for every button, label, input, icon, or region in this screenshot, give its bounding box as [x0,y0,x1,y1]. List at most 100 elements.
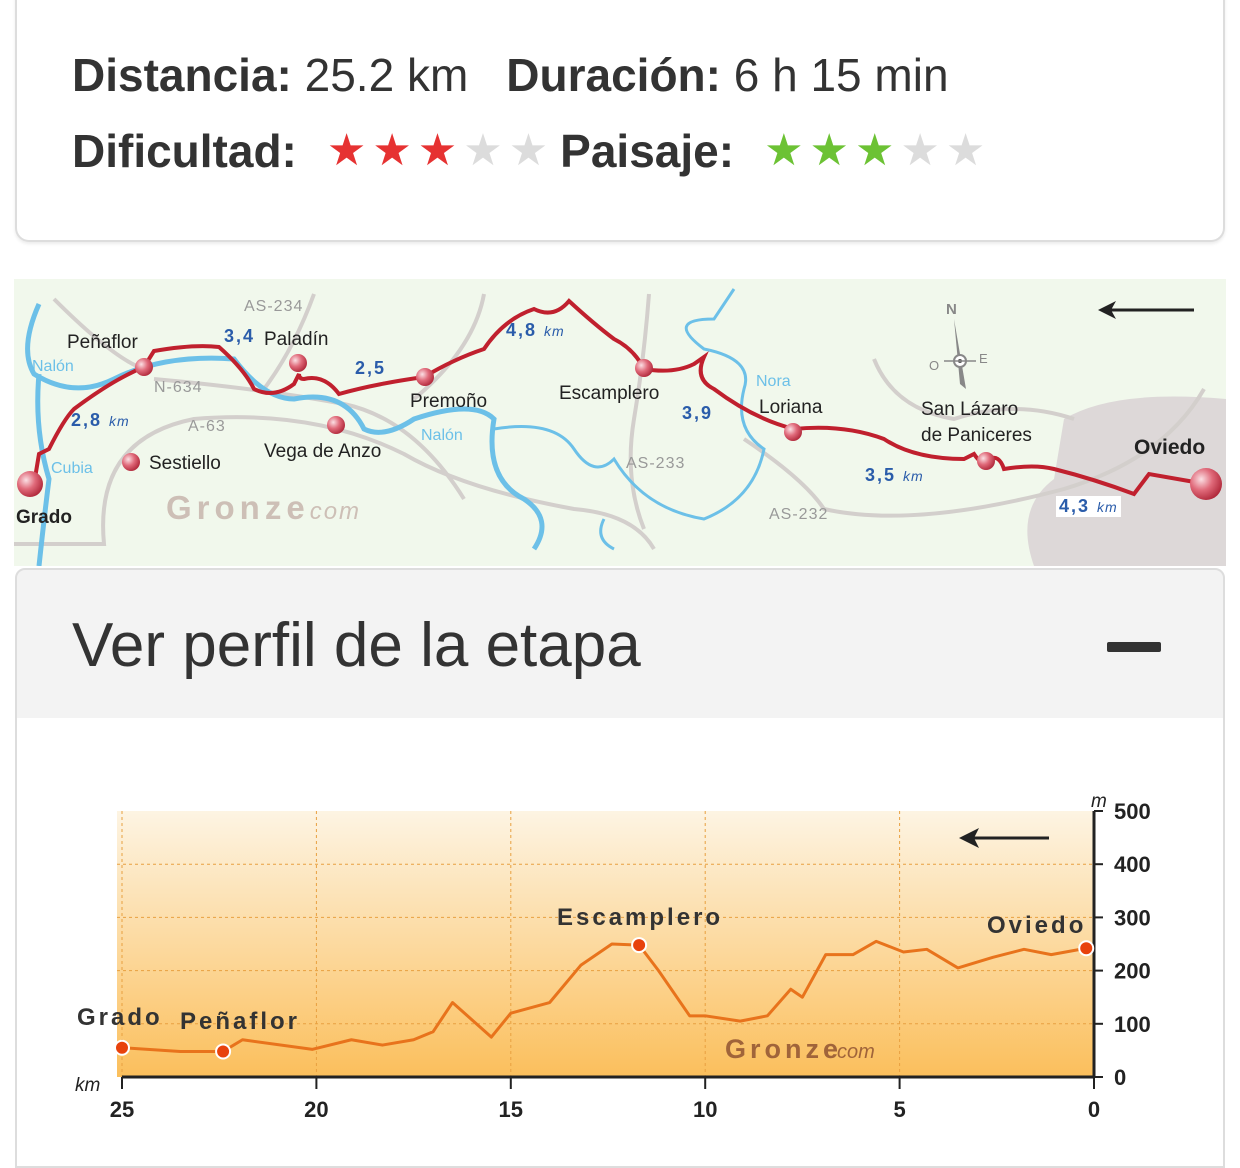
y-tick-label: 200 [1114,959,1151,984]
x-axis-unit: km [75,1075,100,1096]
compass-icon [944,319,976,389]
waypoint-label: Peñaflor [180,1008,300,1035]
difficulty-empty-star-icon: ★ [508,126,549,175]
x-tick-label: 25 [110,1097,134,1122]
river-nora: Nora [756,373,791,390]
rivers [25,288,766,566]
road-a63: A-63 [188,418,226,435]
collapse-icon[interactable] [1107,642,1161,652]
difficulty-filled-star-icon: ★ [417,126,458,175]
y-tick-label: 500 [1114,799,1151,824]
duration-value: 6 h 15 min [733,49,949,101]
y-tick-label: 300 [1114,905,1151,930]
stop-oviedo[interactable] [1190,468,1222,500]
waypoint-marker [114,1039,130,1056]
distance-value: 25.2 km [304,49,469,101]
place-penaflor: Peñaflor [67,332,138,353]
waypoint-label: Escamplero [557,904,723,931]
segment-distance: 3,5 km [865,465,924,485]
stop-sestiello[interactable] [122,453,140,471]
landscape-rating: ★ ★ ★ ★ ★ [764,129,985,173]
place-sestiello: Sestiello [149,453,221,474]
compass-e: E [979,351,988,366]
duration-label: Duración: [506,49,721,101]
difficulty-label: Dificultad: [72,125,297,177]
compass-n: N [946,301,957,318]
landscape-label: Paisaje: [560,125,735,177]
stage-summary-card: Distancia: 25.2 km Duración: 6 h 15 min … [15,0,1225,242]
route-stops [17,354,1222,500]
segment-distance: 2,8 km [71,410,130,430]
road-as233: AS-233 [626,455,686,472]
x-tick-label: 10 [693,1097,717,1122]
place-premono: Premoño [410,391,488,412]
landscape-empty-star-icon: ★ [900,126,940,175]
landscape-empty-star-icon: ★ [945,126,986,175]
road-as232: AS-232 [769,506,829,523]
river-nalon-2: Nalón [421,427,463,444]
stop-grado[interactable] [17,471,43,497]
landscape-filled-star-icon: ★ [809,126,849,175]
river-nalon: Nalón [32,358,74,375]
distance-duration-row: Distancia: 25.2 km Duración: 6 h 15 min [72,48,949,102]
waypoint-marker [215,1043,232,1060]
segment-distance: 2,5 [355,358,387,378]
x-tick-label: 20 [304,1097,328,1122]
stop-escamplero[interactable] [635,359,653,377]
waypoint-label: Grado [77,1004,163,1031]
y-tick-label: 400 [1114,852,1151,877]
direction-arrow-icon [1098,301,1194,319]
difficulty-rating: ★ ★ ★ ★ ★ [327,129,548,173]
y-tick-label: 0 [1114,1065,1126,1090]
elevation-chart: 0 100 200 300 400 500 25 20 15 10 5 0 km m Gronzecom Gr… [75,791,1151,1122]
landscape-filled-star-icon: ★ [764,126,804,175]
map-graphics [14,288,1226,566]
segment-distance: 4,3 km [1056,496,1121,517]
stop-loriana[interactable] [784,423,802,441]
segment-distance: 3,9 [682,403,714,423]
watermark-logo: Gronzecom [166,489,362,526]
route-map: Grado Peñaflor Sestiello Paladín Vega de… [14,279,1226,566]
place-oviedo: Oviedo [1134,436,1206,459]
place-loriana: Loriana [759,397,823,418]
place-san-lazaro: San Lázaro [921,399,1019,420]
difficulty-filled-star-icon: ★ [372,126,412,175]
place-grado: Grado [16,507,72,528]
chart-background [117,811,1094,1077]
stop-paladin[interactable] [289,354,307,372]
x-tick-label: 5 [893,1097,905,1122]
difficulty-empty-star-icon: ★ [463,126,503,175]
stop-penaflor[interactable] [135,358,153,376]
place-paladin: Paladín [264,329,329,350]
profile-accordion-header[interactable]: Ver perfil de la etapa [15,568,1225,720]
watermark-logo: Gronze [725,1034,842,1064]
landscape-filled-star-icon: ★ [854,126,895,175]
stop-san-lazaro[interactable] [977,452,995,470]
waypoint-marker [1078,940,1095,957]
x-tick-label: 15 [499,1097,523,1122]
waypoint-marker [631,937,648,954]
distance-label: Distancia: [72,49,292,101]
y-axis-unit: m [1091,791,1107,812]
place-paniceres: de Paniceres [921,425,1032,446]
place-escamplero: Escamplero [559,383,660,404]
stop-premono[interactable] [416,368,434,386]
compass-o: O [929,358,940,373]
segment-distance: 4,8 km [506,320,565,340]
city-area [1027,396,1226,566]
x-tick-label: 0 [1088,1097,1100,1122]
accordion-title: Ver perfil de la etapa [72,611,641,680]
y-tick-label: 100 [1114,1012,1151,1037]
place-vega-de-anzo: Vega de Anzo [264,441,382,462]
segment-distance: 3,4 [224,326,256,346]
elevation-profile: 0 100 200 300 400 500 25 20 15 10 5 0 km m Gronze com Gr… [15,718,1225,1168]
difficulty-filled-star-icon: ★ [326,126,367,175]
elevation-line [121,939,1087,1053]
road-as234: AS-234 [244,298,304,315]
river-cubia: Cubia [51,460,93,477]
waypoint-label: Oviedo [987,912,1086,939]
ratings-row: Dificultad: ★ ★ ★ ★ ★ Paisaje: ★ ★ ★ ★ ★ [72,124,997,178]
road-n634: N-634 [154,379,203,396]
direction-arrowhead-icon [959,828,979,848]
stop-vega-de-anzo[interactable] [327,416,345,434]
